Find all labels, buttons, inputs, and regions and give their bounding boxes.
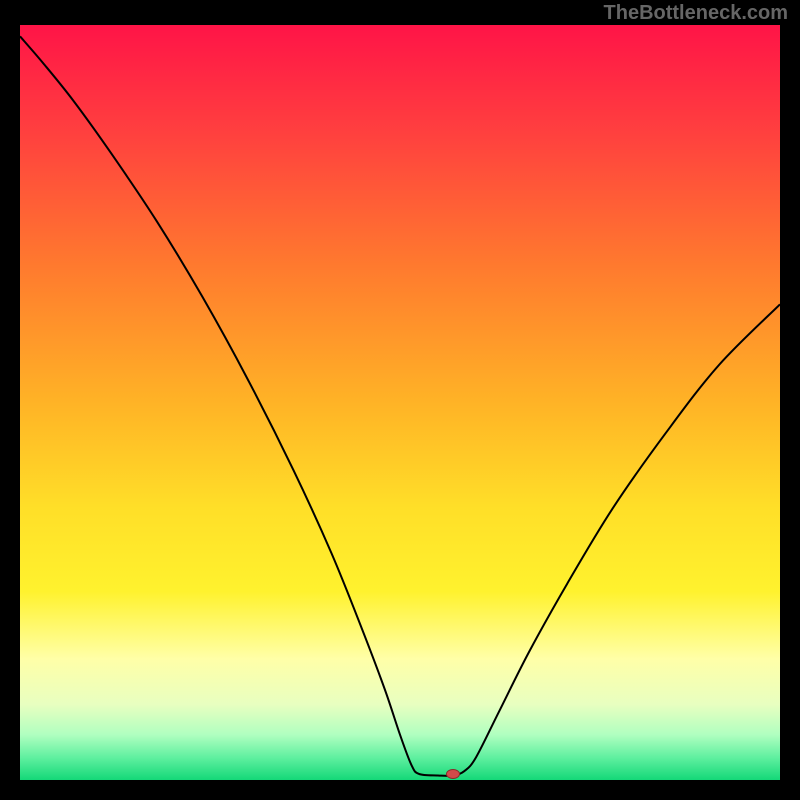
plot-area xyxy=(20,25,780,780)
curve-path xyxy=(20,36,780,776)
chart-container: TheBottleneck.com xyxy=(0,0,800,800)
watermark-text: TheBottleneck.com xyxy=(604,2,788,25)
optimal-marker xyxy=(446,769,460,779)
bottleneck-curve xyxy=(20,25,780,780)
